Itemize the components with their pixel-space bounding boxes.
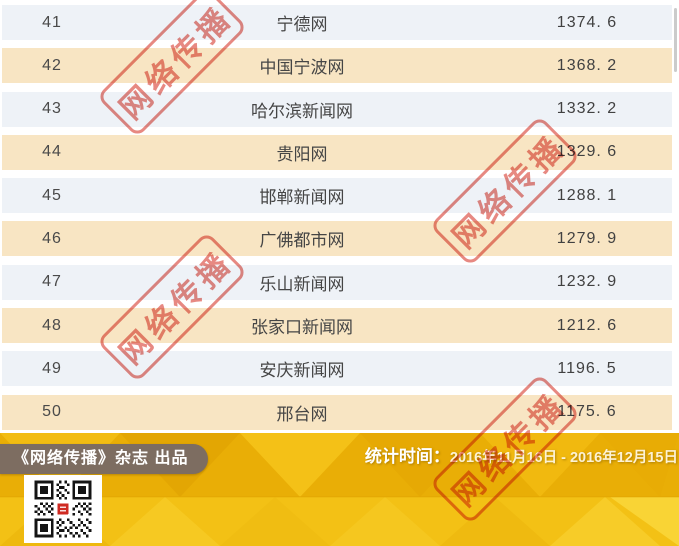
rank-cell: 44 xyxy=(42,143,62,161)
score-cell: 1374. 6 xyxy=(556,13,618,31)
name-cell: 哈尔滨新闻网 xyxy=(251,101,353,121)
table-row: 49 安庆新闻网 1196. 5 xyxy=(2,351,672,387)
rank-cell: 48 xyxy=(42,316,62,334)
score-cell: 1232. 9 xyxy=(556,273,618,291)
name-cell: 中国宁波网 xyxy=(259,58,345,78)
rank-cell: 41 xyxy=(42,13,62,31)
table-row: 48 张家口新闻网 1212. 6 xyxy=(2,308,672,344)
rank-cell: 43 xyxy=(42,100,62,118)
stats-dates: 2016年11月16日 - 2016年12月15日 xyxy=(449,450,678,466)
table-row: 47 乐山新闻网 1232. 9 xyxy=(2,264,672,300)
score-cell: 1332. 2 xyxy=(556,100,618,118)
gold-mosaic-background xyxy=(0,433,679,546)
table-row: 41 宁德网 1374. 6 xyxy=(2,5,672,40)
table-row: 50 邢台网 1175. 6 xyxy=(2,394,672,430)
name-cell: 邯郸新闻网 xyxy=(259,188,345,208)
name-cell: 乐山新闻网 xyxy=(259,274,345,294)
score-cell: 1329. 6 xyxy=(556,143,618,161)
ranking-table: 41 宁德网 1374. 6 42 中国宁波网 1368. 2 43 哈尔滨新闻… xyxy=(0,5,679,438)
score-cell: 1368. 2 xyxy=(556,56,618,74)
stats-label: 统计时间： xyxy=(364,447,450,466)
table-row: 45 邯郸新闻网 1288. 1 xyxy=(2,178,672,214)
qr-code-icon xyxy=(24,475,102,543)
score-cell: 1175. 6 xyxy=(557,403,617,421)
rank-cell: 46 xyxy=(42,229,62,247)
rank-cell: 42 xyxy=(42,56,62,74)
name-cell: 宁德网 xyxy=(276,15,328,34)
stats-period: 统计时间：2016年11月16日 - 2016年12月15日 xyxy=(365,442,678,467)
score-cell: 1288. 1 xyxy=(556,186,618,204)
name-cell: 广佛都市网 xyxy=(259,231,345,251)
publisher-badge: 《网络传播》杂志 出品 xyxy=(0,444,209,474)
footer: 《网络传播》杂志 出品 统计时间：2016年11月16日 - 2016年12月1… xyxy=(0,433,679,546)
name-cell: 张家口新闻网 xyxy=(251,318,353,338)
table-row: 44 贵阳网 1329. 6 xyxy=(2,134,672,170)
score-cell: 1196. 5 xyxy=(557,359,617,377)
rank-cell: 50 xyxy=(42,403,62,421)
name-cell: 邢台网 xyxy=(276,404,328,424)
name-cell: 安庆新闻网 xyxy=(259,361,345,381)
rank-cell: 47 xyxy=(42,273,62,291)
rank-cell: 49 xyxy=(42,359,62,377)
rank-cell: 45 xyxy=(42,186,62,204)
name-cell: 贵阳网 xyxy=(276,144,328,164)
table-row: 43 哈尔滨新闻网 1332. 2 xyxy=(2,91,672,127)
table-row: 46 广佛都市网 1279. 9 xyxy=(2,221,672,257)
table-row: 42 中国宁波网 1368. 2 xyxy=(2,48,672,84)
score-cell: 1279. 9 xyxy=(556,229,618,247)
score-cell: 1212. 6 xyxy=(556,316,618,334)
scrollbar[interactable] xyxy=(674,8,677,72)
